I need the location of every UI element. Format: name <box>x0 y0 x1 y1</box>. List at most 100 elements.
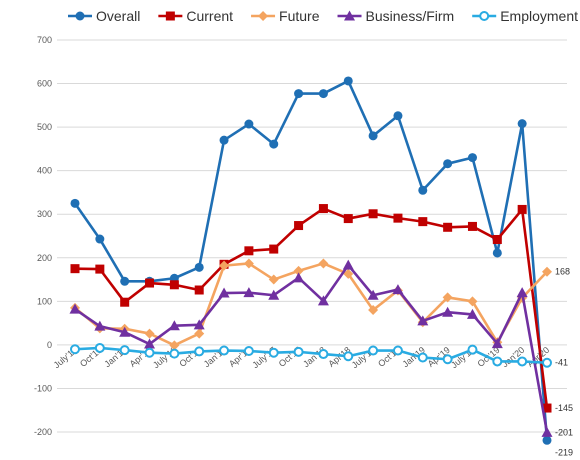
data-point-employment <box>70 344 80 355</box>
data-point-employment <box>169 348 180 359</box>
data-point-employment <box>517 356 528 367</box>
legend-label: Future <box>279 8 320 24</box>
data-point-overall <box>393 111 403 121</box>
data-point-business-firm <box>293 272 305 283</box>
data-point-current <box>368 209 378 219</box>
data-point-overall <box>318 89 328 99</box>
legend-marker <box>479 11 490 21</box>
data-point-employment <box>417 352 428 363</box>
data-point-overall <box>492 248 502 258</box>
data-point-future <box>219 260 230 271</box>
data-point-business-firm <box>466 308 478 319</box>
data-point-employment <box>268 347 279 358</box>
y-tick-label: -200 <box>34 427 52 437</box>
data-point-business-firm <box>94 320 106 331</box>
data-point-future <box>343 268 354 279</box>
series-line-overall <box>73 79 549 441</box>
data-point-future <box>318 258 329 269</box>
data-point-overall <box>443 159 453 169</box>
data-point-future <box>243 258 254 269</box>
data-point-current <box>145 278 155 288</box>
legend-item-overall: Overall <box>68 8 140 24</box>
data-label-current: -145 <box>555 403 573 413</box>
data-label-layer: 168 -41 -145 -201 -219 <box>555 267 573 458</box>
data-point-overall <box>517 119 527 129</box>
data-point-current <box>194 285 204 295</box>
legend-item-current: Current <box>158 8 233 24</box>
data-point-future <box>194 328 205 339</box>
series-business-firm <box>69 259 553 437</box>
y-tick-label: 100 <box>37 296 52 306</box>
data-label-employment: -41 <box>555 358 568 368</box>
data-point-business-firm <box>367 289 379 300</box>
data-point-business-firm <box>119 326 131 337</box>
data-point-employment <box>243 345 254 356</box>
data-point-business-firm <box>392 284 404 295</box>
data-point-future <box>144 328 155 339</box>
data-point-current <box>120 297 130 307</box>
data-point-overall <box>219 135 229 145</box>
legend-label: Overall <box>96 8 140 24</box>
legend-marker <box>75 11 85 21</box>
data-point-business-firm <box>342 259 354 270</box>
data-point-overall <box>467 153 477 163</box>
data-point-business-firm <box>144 338 156 349</box>
legend-item-future: Future <box>251 8 320 24</box>
data-point-business-firm <box>541 426 553 437</box>
series-current <box>70 204 552 413</box>
data-point-employment <box>392 345 403 356</box>
y-tick-label: 200 <box>37 253 52 263</box>
data-point-overall <box>269 139 279 149</box>
data-point-business-firm <box>491 338 503 349</box>
data-point-future <box>442 292 453 303</box>
series-overall <box>70 76 552 445</box>
data-point-current <box>70 264 80 274</box>
grid-layer <box>57 39 567 433</box>
data-point-overall <box>244 119 254 129</box>
data-point-employment <box>318 349 329 360</box>
data-point-future <box>169 340 180 351</box>
data-point-current <box>393 213 403 223</box>
data-point-future <box>268 274 279 285</box>
legend-marker <box>165 11 175 21</box>
data-point-overall <box>194 262 204 272</box>
data-point-current <box>169 280 179 290</box>
data-point-current <box>517 204 527 214</box>
data-point-employment <box>144 347 155 358</box>
data-point-current <box>418 217 428 227</box>
data-point-employment <box>467 344 478 355</box>
data-point-current <box>542 403 552 413</box>
series-employment <box>70 342 552 368</box>
data-point-overall <box>368 131 378 141</box>
data-point-employment <box>492 356 503 367</box>
data-point-current <box>294 221 304 231</box>
legend-item-business-firm: Business/Firm <box>337 8 455 24</box>
data-point-business-firm <box>218 287 230 298</box>
data-point-employment <box>219 345 230 356</box>
y-tick-label: 700 <box>37 35 52 45</box>
data-point-current <box>318 204 328 214</box>
data-point-business-firm <box>417 315 429 326</box>
data-point-employment <box>119 345 130 356</box>
data-point-current <box>269 244 279 254</box>
data-point-current <box>95 264 105 274</box>
legend-item-employment: Employment <box>472 8 578 24</box>
legend-marker <box>344 10 356 21</box>
data-label-future: 168 <box>555 267 570 277</box>
legend: Overall Current Future Business/Firm Employm… <box>68 8 578 24</box>
data-point-overall <box>418 185 428 195</box>
data-point-business-firm <box>69 303 81 314</box>
data-point-employment <box>542 357 552 368</box>
data-point-overall <box>95 234 105 244</box>
data-point-employment <box>442 354 453 365</box>
legend-label: Business/Firm <box>366 8 455 24</box>
data-point-business-firm <box>193 319 205 330</box>
data-point-employment <box>343 351 354 362</box>
y-tick-label: 300 <box>37 209 52 219</box>
data-point-employment <box>293 346 304 357</box>
series-line-business-firm <box>74 263 549 433</box>
data-point-business-firm <box>516 287 528 298</box>
data-point-business-firm <box>243 287 255 298</box>
legend-label: Employment <box>500 8 578 24</box>
